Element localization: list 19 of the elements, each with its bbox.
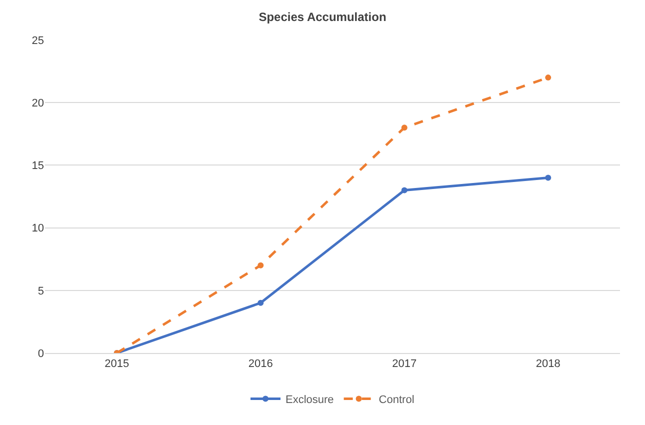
legend-label: Control <box>378 394 414 406</box>
y-tick-label: 0 <box>38 348 44 360</box>
x-tick-label: 2016 <box>248 358 273 370</box>
chart-title: Species Accumulation <box>258 10 386 24</box>
point <box>258 262 264 268</box>
point <box>401 124 408 131</box>
point <box>545 174 552 181</box>
y-tick-label: 20 <box>32 97 44 110</box>
x-tick-label: 2017 <box>392 358 417 370</box>
y-tick-label: 15 <box>32 160 44 172</box>
y-tick-label: 10 <box>32 222 44 235</box>
legend-label: Exclosure <box>286 394 334 406</box>
point <box>545 74 552 81</box>
point <box>258 300 264 306</box>
x-tick-label: 2015 <box>104 358 130 370</box>
y-tick-label: 5 <box>38 285 44 298</box>
x-tick-label: 2018 <box>536 358 560 370</box>
y-tick-label: 25 <box>32 34 44 47</box>
point <box>401 187 408 194</box>
